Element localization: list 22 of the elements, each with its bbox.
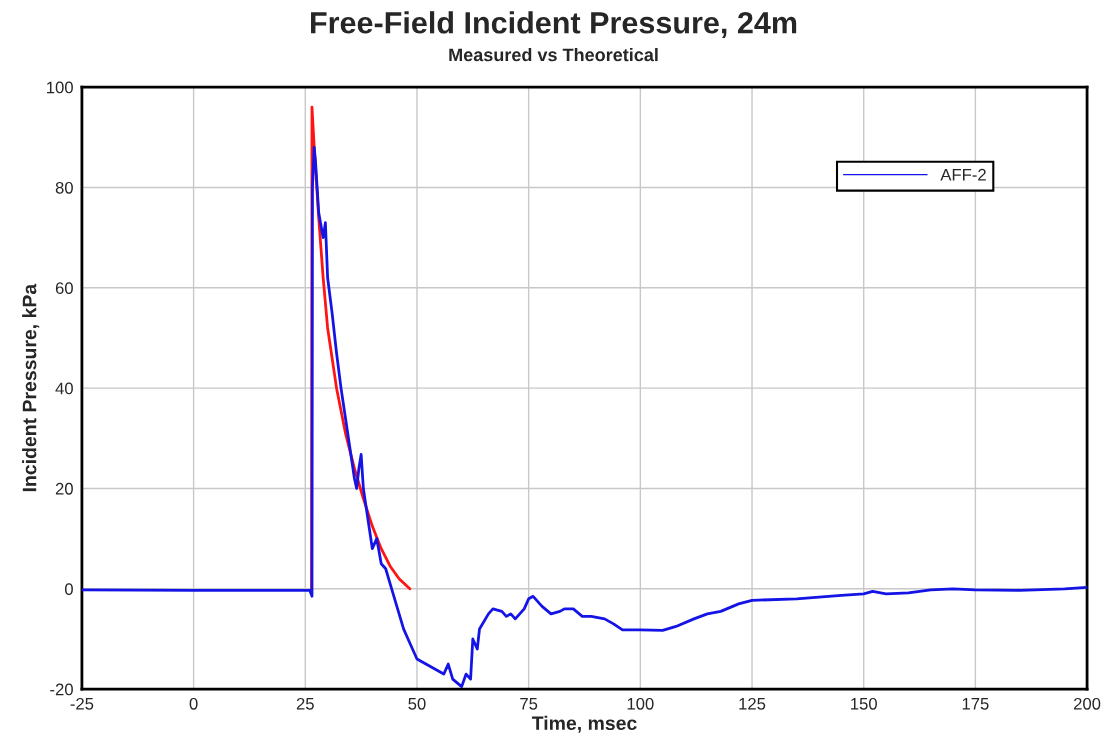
- x-tick-label: 25: [296, 697, 314, 710]
- y-tick-label: 100: [47, 81, 73, 94]
- y-tick-label: 60: [55, 282, 73, 295]
- x-tick-label: 0: [189, 697, 198, 710]
- y-tick-label: 40: [55, 382, 73, 395]
- y-tick-label: 80: [55, 181, 73, 194]
- x-tick-label: 125: [739, 697, 766, 710]
- y-tick-label: -20: [50, 683, 73, 696]
- x-tick-label: 50: [408, 697, 426, 710]
- x-tick-label: -25: [70, 697, 94, 710]
- x-tick-label: 75: [520, 698, 538, 710]
- x-tick-label: 150: [851, 697, 877, 710]
- y-tick-label: 0: [64, 583, 73, 595]
- y-tick-label: 20: [55, 482, 73, 495]
- x-tick-label: 175: [962, 698, 989, 710]
- chart-title: Free-Field Incident Pressure, 24m: [311, 11, 797, 39]
- chart-subtitle: Measured vs Theoretical: [449, 48, 658, 62]
- y-axis-title: Incident Pressure, kPa: [22, 283, 40, 492]
- x-tick-label: 200: [1074, 697, 1101, 710]
- legend-label: AFF-2: [940, 168, 986, 181]
- x-axis-title: Time, msec: [531, 715, 637, 733]
- x-tick-label: 100: [627, 697, 654, 710]
